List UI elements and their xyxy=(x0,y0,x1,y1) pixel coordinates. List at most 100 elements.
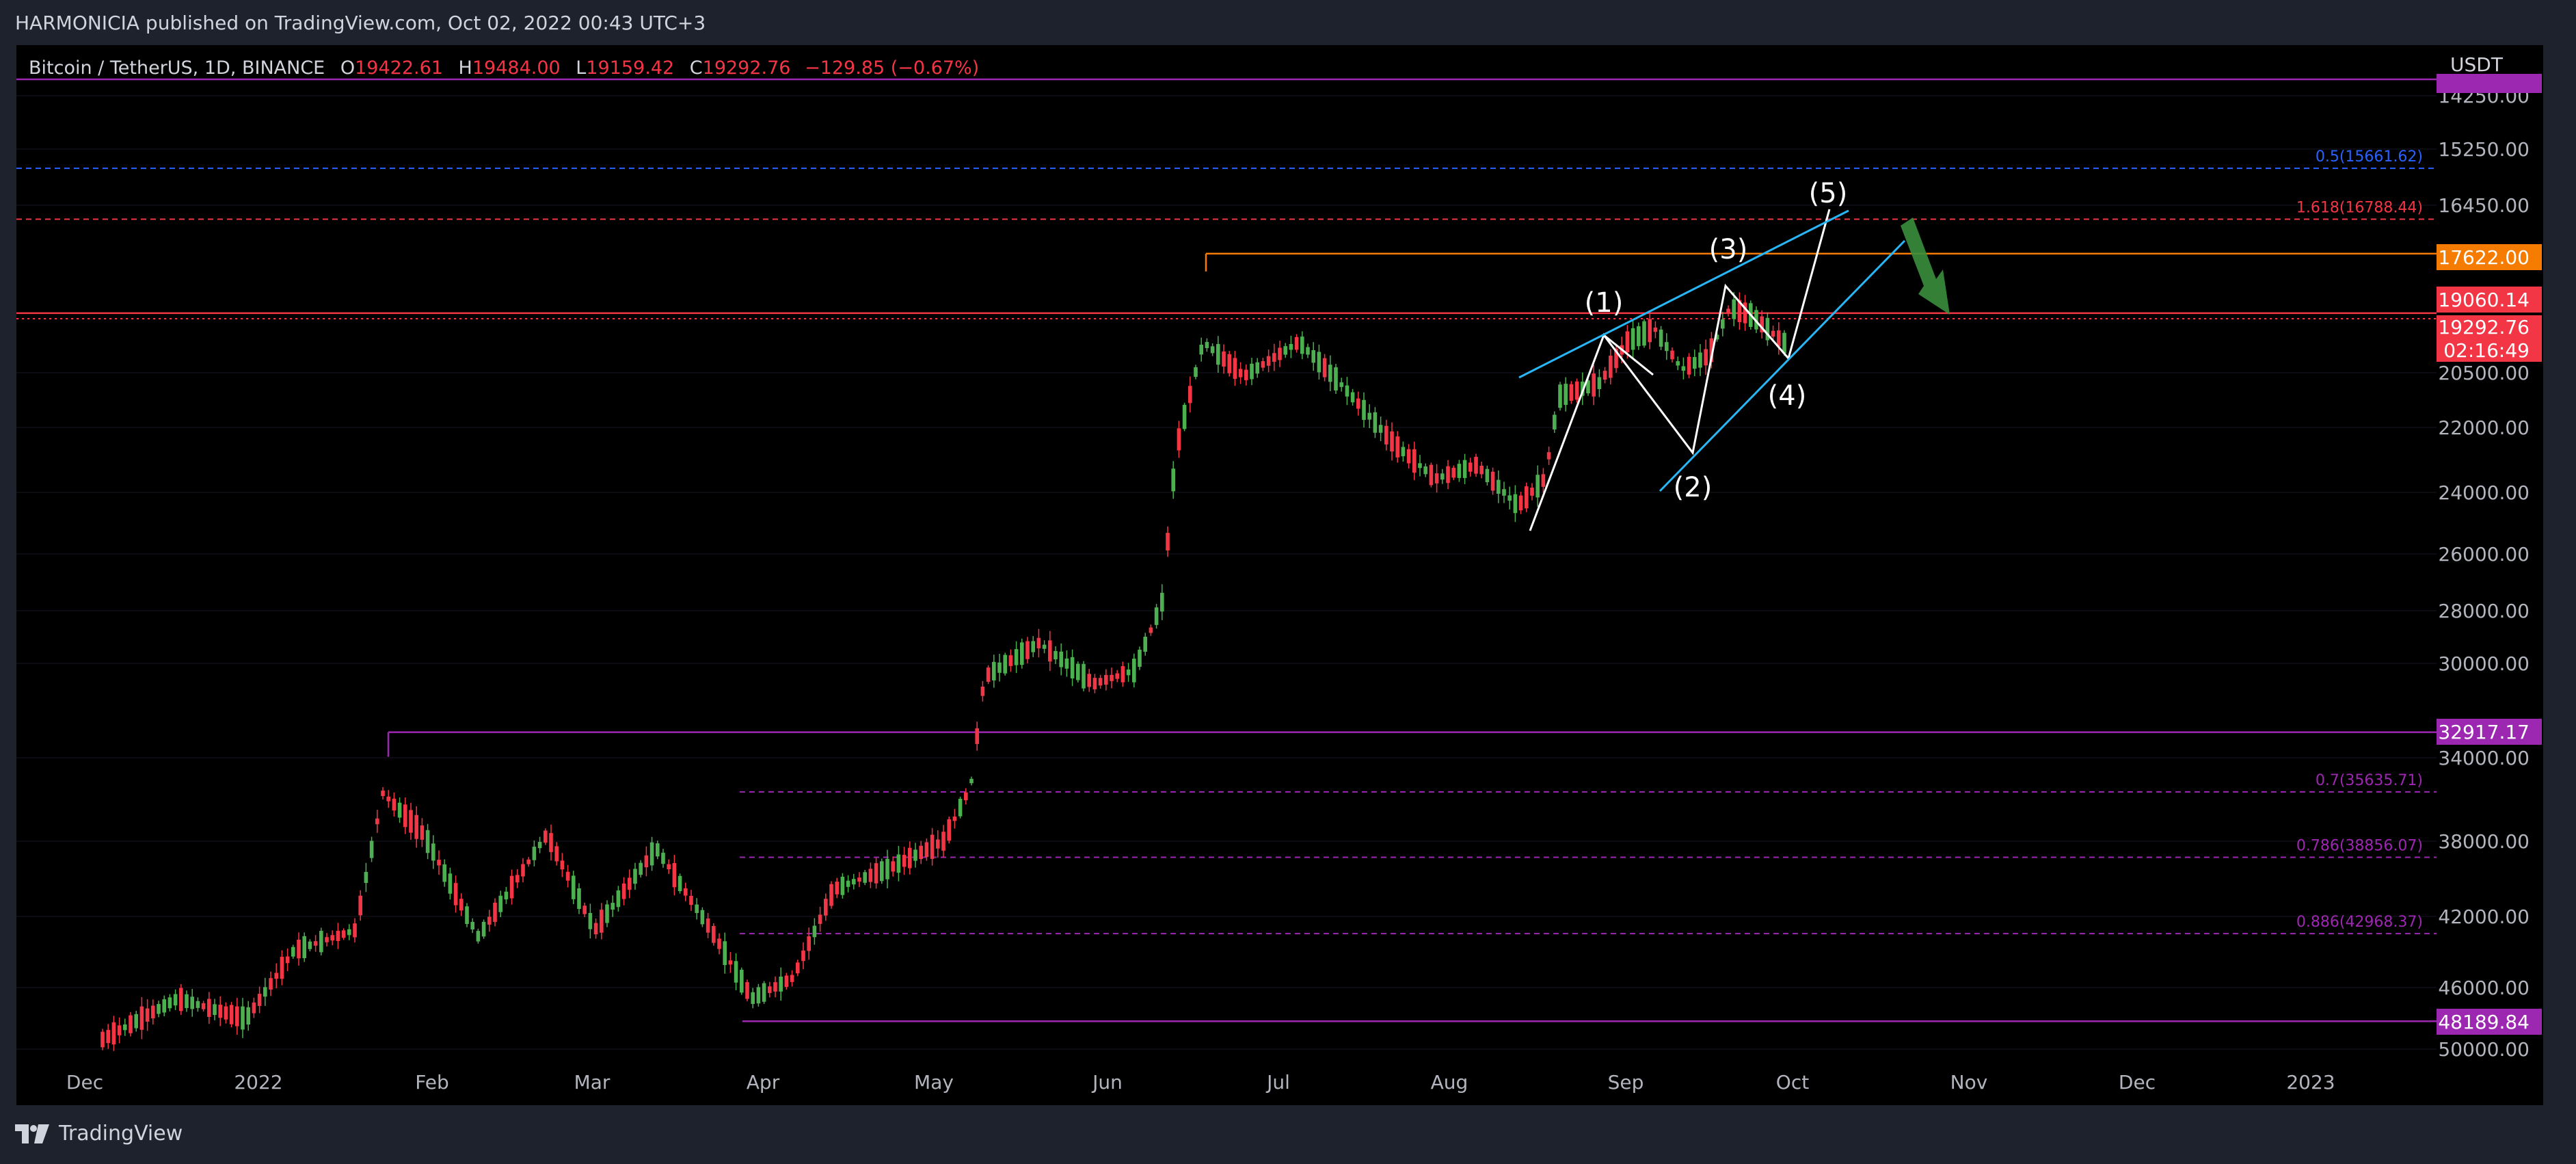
candle-125 xyxy=(801,942,805,970)
candle-167 xyxy=(1036,629,1041,658)
candle-262 xyxy=(1569,381,1574,404)
candle-body-11 xyxy=(162,999,166,1013)
candle-body-139 xyxy=(880,861,884,882)
candle-body-133 xyxy=(846,880,850,887)
candle-body-199 xyxy=(1216,344,1220,365)
candle-233 xyxy=(1406,444,1411,469)
candle-176 xyxy=(1087,669,1091,692)
candle-297 xyxy=(1765,312,1770,346)
candle-body-295 xyxy=(1754,310,1758,330)
candle-101 xyxy=(667,859,671,874)
wave-label-2: (2) xyxy=(1674,472,1713,503)
candle-104 xyxy=(684,882,688,901)
candle-body-236 xyxy=(1423,466,1427,475)
candle-body-56 xyxy=(414,815,418,839)
candle-168 xyxy=(1042,640,1047,654)
candle-19 xyxy=(207,992,211,1024)
wave-label-4: (4) xyxy=(1768,380,1807,412)
candle-body-49 xyxy=(375,818,379,825)
candle-body-238 xyxy=(1434,473,1439,484)
candle-body-140 xyxy=(885,858,889,879)
candle-259 xyxy=(1553,411,1557,434)
candle-body-119 xyxy=(768,986,772,993)
candle-body-282 xyxy=(1681,366,1686,371)
candle-body-77 xyxy=(532,847,537,860)
candle-body-102 xyxy=(672,862,677,888)
candle-94 xyxy=(628,869,632,899)
y-tick-label-4: 22000.00 xyxy=(2438,416,2530,439)
candle-body-268 xyxy=(1602,371,1607,380)
candle-138 xyxy=(874,858,878,889)
candle-body-210 xyxy=(1278,347,1282,360)
candle-300 xyxy=(1782,330,1786,356)
candle-body-136 xyxy=(863,872,867,883)
candle-47 xyxy=(364,862,368,892)
candle-260 xyxy=(1558,382,1562,411)
candle-body-50 xyxy=(381,790,385,797)
y-tick-label-13: 50000.00 xyxy=(2438,1038,2530,1061)
candle-body-267 xyxy=(1597,377,1602,389)
candle-body-16 xyxy=(190,996,194,1009)
candle-155 xyxy=(969,776,974,786)
candle-body-200 xyxy=(1222,351,1226,367)
x-tick-label-12: Dec xyxy=(2119,1071,2156,1094)
candle-body-288 xyxy=(1715,334,1719,340)
candle-body-19 xyxy=(207,998,211,1017)
candle-body-237 xyxy=(1429,464,1434,486)
candle-118 xyxy=(762,981,766,1004)
symbol-label[interactable]: Bitcoin / TetherUS, 1D, BINANCE xyxy=(29,57,325,79)
candle-body-10 xyxy=(157,1004,161,1014)
candle-body-198 xyxy=(1210,346,1215,354)
candle-body-120 xyxy=(773,982,777,992)
candle-body-181 xyxy=(1115,673,1119,679)
candle-body-80 xyxy=(549,833,553,852)
candle-body-146 xyxy=(919,845,923,860)
price-badge-5: 48189.84 xyxy=(2438,1011,2530,1033)
candle-226 xyxy=(1367,404,1371,429)
candle-body-297 xyxy=(1765,317,1770,341)
candle-body-240 xyxy=(1446,466,1450,484)
candle-body-206 xyxy=(1255,362,1259,374)
candle-218 xyxy=(1322,354,1327,382)
fib-level-label-3: 0.786(38856.07) xyxy=(2296,838,2423,855)
candle-body-280 xyxy=(1670,350,1674,360)
chart-area[interactable] xyxy=(16,45,2543,1105)
candle-59 xyxy=(431,835,435,869)
open-value: 19422.61 xyxy=(355,57,443,79)
candle-body-256 xyxy=(1535,475,1540,498)
candle-166 xyxy=(1031,636,1035,657)
candle-body-239 xyxy=(1440,473,1445,480)
horizontal-levels xyxy=(16,78,2437,1022)
candle-body-130 xyxy=(829,884,833,906)
candle-0 xyxy=(100,1029,105,1050)
candle-273 xyxy=(1631,319,1635,359)
x-tick-label-13: 2023 xyxy=(2286,1071,2335,1094)
candle-body-177 xyxy=(1092,678,1097,689)
candle-56 xyxy=(414,806,418,848)
candle-body-135 xyxy=(857,877,861,882)
candle-body-213 xyxy=(1294,336,1299,350)
y-tick-label-10: 38000.00 xyxy=(2438,830,2530,853)
candle-11 xyxy=(162,995,166,1017)
candle-body-67 xyxy=(476,931,481,942)
footer-brand[interactable]: TradingView xyxy=(15,1119,183,1149)
candle-26 xyxy=(246,1001,250,1031)
candle-body-26 xyxy=(246,1007,250,1025)
candle-191 xyxy=(1171,461,1175,499)
price-badge-bg-1 xyxy=(2437,287,2542,313)
candle-body-165 xyxy=(1025,641,1030,659)
candle-body-286 xyxy=(1704,349,1708,366)
candle-body-202 xyxy=(1233,358,1237,379)
candle-211 xyxy=(1283,343,1287,358)
candle-body-74 xyxy=(515,875,520,883)
candle-201 xyxy=(1227,351,1231,377)
candle-76 xyxy=(526,857,531,867)
candle-188 xyxy=(1154,604,1159,629)
candle-body-76 xyxy=(526,859,531,864)
candle-body-81 xyxy=(554,846,559,862)
candle-149 xyxy=(936,830,940,858)
candle-body-91 xyxy=(611,903,615,910)
price-badge-4: 32917.17 xyxy=(2438,721,2530,743)
candle-109 xyxy=(712,923,716,946)
